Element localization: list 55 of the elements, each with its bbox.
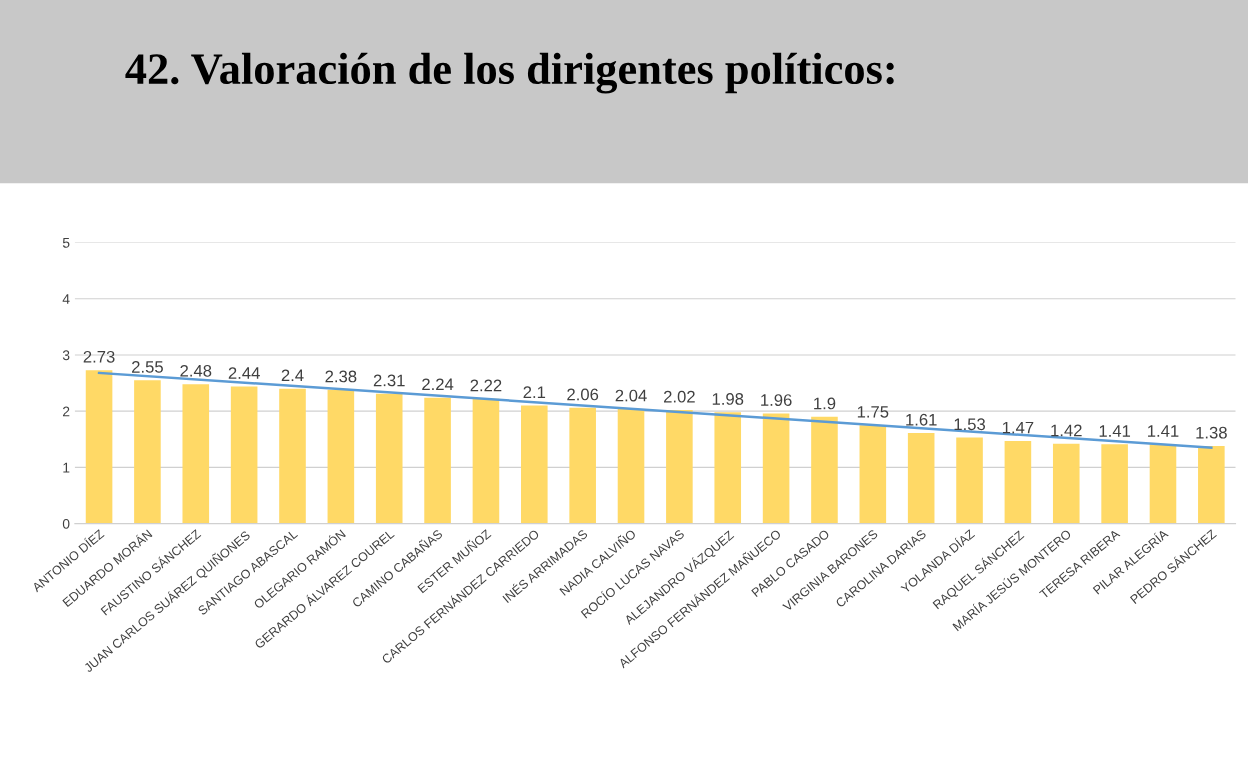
data-label: 1.61 xyxy=(906,413,937,426)
data-label: 1.53 xyxy=(954,418,986,431)
bar xyxy=(1101,444,1128,524)
bar xyxy=(714,412,742,524)
bar xyxy=(666,410,693,524)
bar xyxy=(956,437,983,524)
data-label: 2.04 xyxy=(615,389,647,402)
bar xyxy=(1052,443,1080,524)
bar xyxy=(375,393,403,524)
y-tick-label: 4 xyxy=(62,294,70,304)
bar xyxy=(859,425,887,524)
data-label: 2.02 xyxy=(664,390,695,403)
data-label: 2.06 xyxy=(567,388,599,401)
bar xyxy=(762,413,790,524)
data-label: 1.42 xyxy=(1051,424,1082,437)
data-label: 2.55 xyxy=(132,361,163,373)
data-label: 2.31 xyxy=(373,374,405,387)
data-label: 1.38 xyxy=(1196,426,1227,439)
data-label: 1.41 xyxy=(1099,425,1131,437)
bar xyxy=(907,433,935,524)
data-label: 1.47 xyxy=(1002,421,1034,434)
bar xyxy=(279,388,306,524)
y-tick-label: 1 xyxy=(63,462,70,473)
y-tick-label: 5 xyxy=(62,238,70,248)
data-label: 2.24 xyxy=(422,378,454,391)
bar xyxy=(569,407,596,524)
data-label: 1.75 xyxy=(857,406,889,418)
bar xyxy=(1004,440,1032,524)
data-label: 1.9 xyxy=(814,397,836,410)
data-label: 2.1 xyxy=(523,386,546,398)
data-label: 2.4 xyxy=(281,369,304,382)
data-label: 1.96 xyxy=(761,394,792,406)
bar xyxy=(1198,446,1225,524)
bar xyxy=(327,389,355,524)
data-label: 2.44 xyxy=(228,367,260,379)
data-label: 2.48 xyxy=(180,364,212,377)
bar xyxy=(85,370,113,524)
bar xyxy=(134,380,161,524)
data-label: 2.73 xyxy=(83,350,115,363)
data-label: 2.22 xyxy=(470,379,502,392)
bar xyxy=(182,384,210,524)
data-label: 1.41 xyxy=(1148,425,1179,437)
bar xyxy=(424,397,451,524)
bar xyxy=(1149,444,1177,524)
y-tick-label: 0 xyxy=(62,518,70,529)
y-tick-label: 2 xyxy=(62,406,70,417)
data-label: 1.98 xyxy=(712,393,744,405)
bar xyxy=(230,386,258,524)
bar xyxy=(617,408,645,524)
y-tick-label: 3 xyxy=(62,350,70,361)
chart-title: 42. Valoración de los dirigentes políticos: xyxy=(125,52,894,94)
bar xyxy=(811,416,838,524)
data-label: 2.38 xyxy=(325,370,357,383)
bar xyxy=(521,405,548,524)
bar xyxy=(472,398,500,524)
